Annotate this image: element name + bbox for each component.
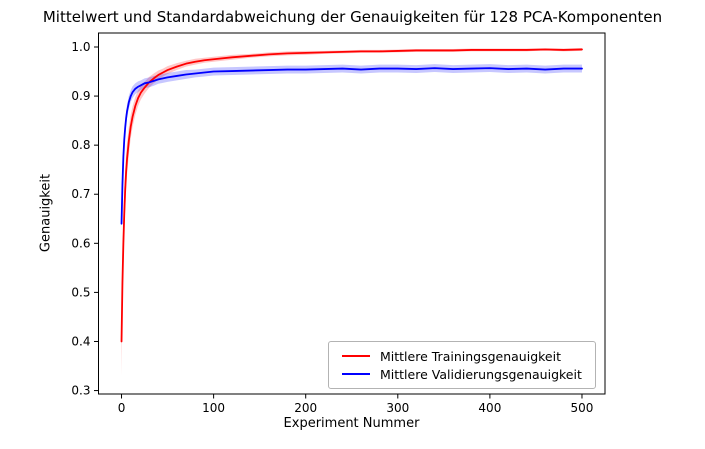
x-tick-label: 400 [478,401,501,415]
y-tick-label: 0.4 [71,334,90,348]
plot-border [98,32,606,395]
y-tick-label: 1.0 [71,40,90,54]
legend-entry-validation: Mittlere Validierungsgenauigkeit [337,367,587,382]
legend-label-training: Mittlere Trainingsgenauigkeit [380,348,561,364]
y-tick-label: 0.9 [71,89,90,103]
training-std-band [121,47,582,376]
y-tick-label: 0.5 [71,285,90,299]
training-line-swatch [342,355,370,357]
y-axis-label: Genauigkeit [38,173,54,253]
y-tick-label: 0.8 [71,138,90,152]
training-accuracy-line [120,48,583,343]
legend-label-validation: Mittlere Validierungsgenauigkeit [380,366,582,382]
y-tick-label: 0.7 [71,187,90,201]
x-tick-label: 200 [294,401,317,415]
x-tick-label: 300 [386,401,409,415]
x-tick-label: 500 [571,401,594,415]
y-tick-label: 0.3 [71,384,90,398]
validation-line-swatch [342,373,370,375]
x-tick-label: 0 [118,401,126,415]
legend-entry-training: Mittlere Trainingsgenauigkeit [337,349,587,364]
validation-std-band [121,64,582,230]
x-tick-label: 100 [202,401,225,415]
legend: Mittlere Trainingsgenauigkeit Mittlere V… [328,341,596,389]
validation-accuracy-line [120,67,583,225]
x-axis-label: Experiment Nummer [283,416,420,431]
chart-title: Mittelwert und Standardabweichung der Ge… [42,8,663,26]
y-tick-label: 0.6 [71,236,90,250]
